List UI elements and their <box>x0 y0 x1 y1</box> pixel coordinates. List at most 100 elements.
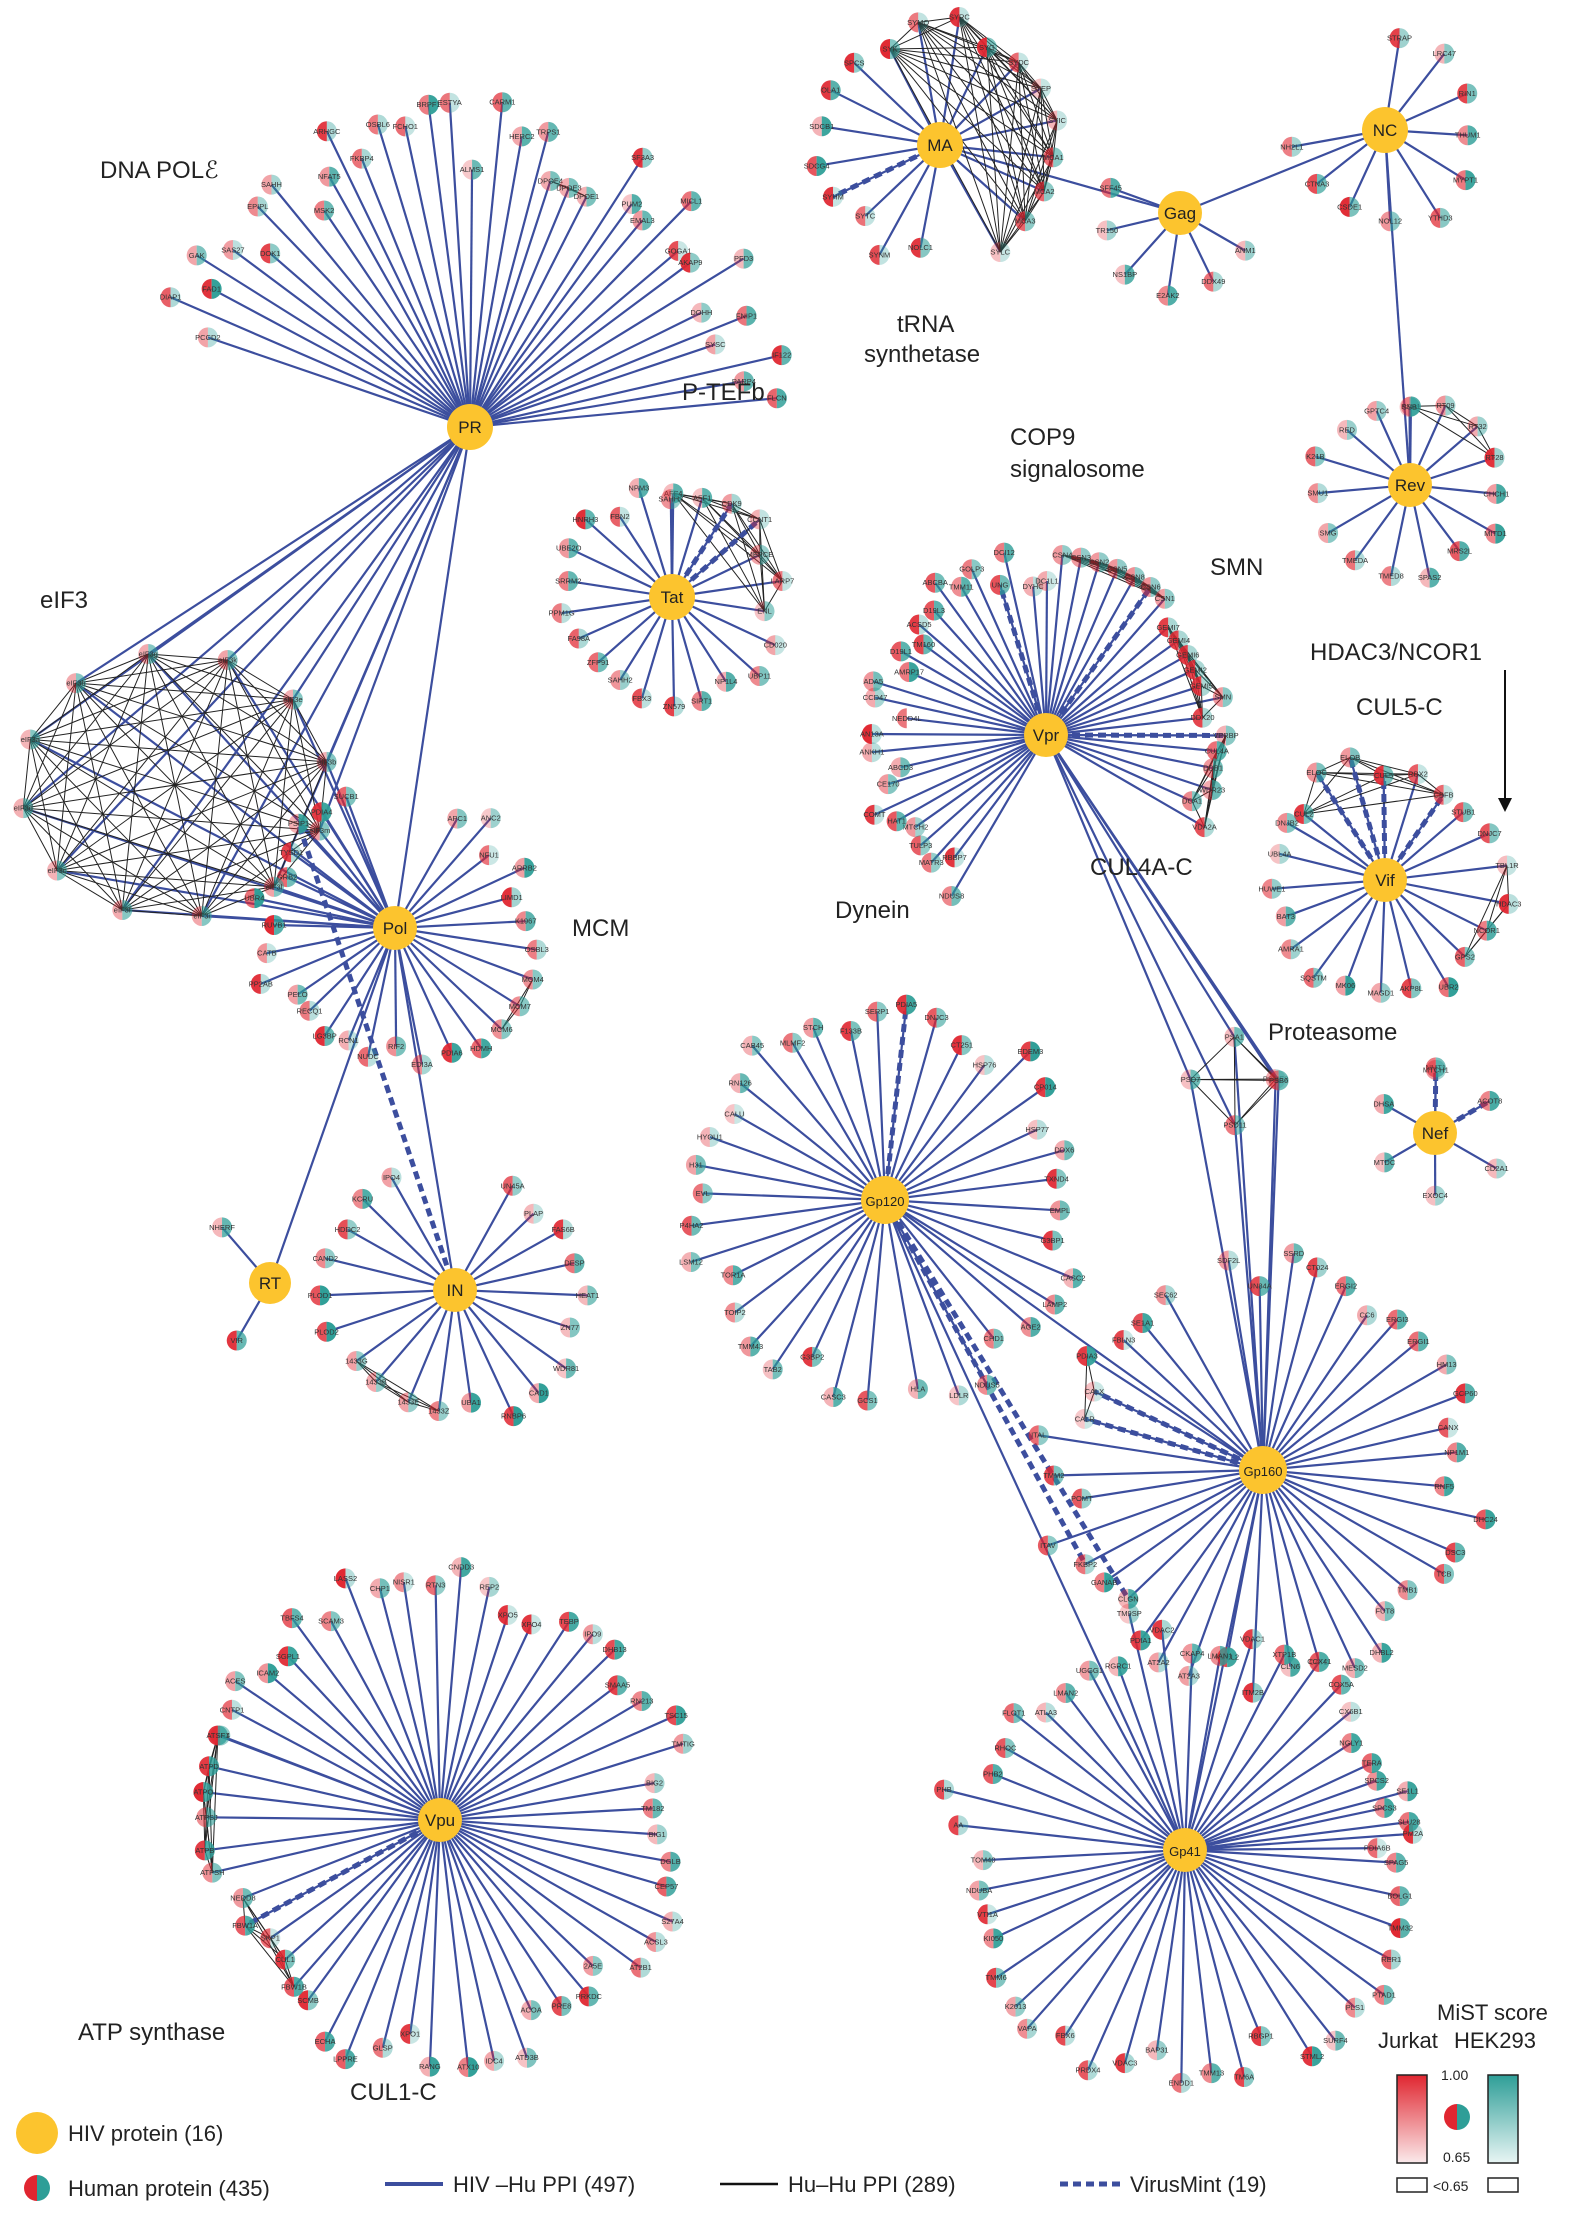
human-protein-label: XPO5 <box>498 1610 518 1619</box>
human-protein-label: RUVB1 <box>262 920 287 929</box>
human-protein-label: DDX20 <box>1190 713 1214 722</box>
human-protein-label: FUT8 <box>1375 1607 1394 1616</box>
human-protein-label: VDAC3 <box>1112 2059 1137 2068</box>
edge <box>1183 1849 1246 2078</box>
human-protein-label: KI050 <box>984 1934 1004 1943</box>
edge <box>1184 1661 1321 1851</box>
human-protein-label: HUWE1 <box>1258 884 1285 893</box>
edge <box>270 183 471 428</box>
edge <box>1084 1416 1264 1473</box>
edge <box>884 1199 995 1340</box>
human-protein-empl: EMPL <box>1050 1200 1070 1221</box>
edge <box>227 659 294 700</box>
human-protein-label: RANG <box>419 2062 441 2071</box>
human-protein-gcp60: GCP60 <box>1453 1383 1478 1404</box>
human-protein-label: TOR1A <box>721 1271 746 1280</box>
human-protein-ccnt1: CCNT1 <box>747 509 772 530</box>
hiv-node-rt: RT <box>249 1262 291 1304</box>
human-protein-mca3: MCA3 <box>1015 211 1036 232</box>
edge <box>1262 1451 1457 1472</box>
human-protein-label: UGGG1 <box>1076 1666 1103 1675</box>
human-protein-label: UBA1 <box>461 1398 481 1407</box>
human-protein-label: ANM1 <box>1235 246 1256 255</box>
human-protein-label: BIG1 <box>649 1830 666 1839</box>
edge <box>1045 639 1180 736</box>
human-protein-mcm4: MCM4 <box>522 969 544 990</box>
edge <box>1194 669 1224 698</box>
edge <box>890 46 987 50</box>
cluster-label-signalosome: signalosome <box>1010 456 1145 483</box>
edge <box>1044 734 1192 1080</box>
human-protein-mtdc: MTDC <box>1374 1152 1396 1173</box>
edge <box>1262 1469 1383 1654</box>
edge <box>75 653 149 684</box>
human-protein-label: POMT <box>1071 1494 1093 1503</box>
human-protein-label: 1433G <box>345 1357 368 1366</box>
edge <box>1045 734 1236 1038</box>
human-protein-psip1: PSIP1 <box>288 813 309 834</box>
human-protein-2a5e: 2A5E <box>582 1955 603 1976</box>
human-protein-label: EMPL <box>1050 1206 1070 1215</box>
human-protein-fbw1b: FBW1B <box>281 1976 307 1997</box>
human-protein-ital: ITAL <box>1028 1425 1049 1446</box>
edge <box>872 680 1047 737</box>
human-protein-fbn2: FBN2 <box>609 506 630 527</box>
hiv-node-nc: NC <box>1362 107 1408 153</box>
human-protein-ube2o: UBE2O <box>556 538 582 559</box>
human-protein-mlmf2: MLMF2 <box>780 1032 805 1053</box>
human-protein-fas6b: FAS6B <box>551 1219 575 1240</box>
edge <box>884 1198 1061 1212</box>
human-protein-vapa: VAPA <box>1017 2018 1038 2039</box>
human-protein-csn2: CSN2 <box>1089 552 1109 573</box>
edge <box>56 870 123 911</box>
edge <box>1045 685 1202 737</box>
human-protein-cntp1: CNTP1 <box>220 1699 244 1720</box>
edge <box>731 503 783 582</box>
edge <box>950 734 1047 897</box>
mist-jurkat-bar <box>1396 2074 1428 2164</box>
edge <box>1349 756 1444 796</box>
human-protein-dnjc7: DNJC7 <box>1478 823 1502 844</box>
edge <box>427 104 472 428</box>
human-protein-dpoe3: DPOE3 <box>556 177 582 198</box>
human-protein-label: PLOD2 <box>314 1327 339 1336</box>
hiv-hu-edges <box>22 16 1509 2083</box>
human-protein-age2: AGE2 <box>1021 1316 1041 1337</box>
hiv-node-label: Nef <box>1422 1124 1449 1143</box>
human-protein-eif3g: eIF3g <box>138 644 159 665</box>
human-protein-label: FNIP1 <box>736 311 757 320</box>
edge <box>325 1257 456 1292</box>
edge <box>439 1633 594 1821</box>
edge <box>428 1819 442 2067</box>
human-protein-idc4: IDC4 <box>484 2050 505 2071</box>
human-protein-label: TMEDA <box>1342 556 1368 565</box>
human-protein-label: CBFB <box>1434 790 1454 799</box>
human-protein-gemi5: GEMI5 <box>1190 676 1213 697</box>
human-protein-label: CANX <box>1438 1423 1459 1432</box>
edge <box>1018 62 1058 121</box>
human-protein-tm6a: TM6A <box>1234 2067 1254 2088</box>
human-protein-label: GEMI5 <box>1190 682 1213 691</box>
human-protein-label: ABCBA <box>922 578 947 587</box>
human-protein-label: LRC47 <box>1433 49 1456 58</box>
edge <box>344 1578 442 1821</box>
edge <box>884 1199 1032 1328</box>
hiv-node-vpu: Vpu <box>418 1798 462 1842</box>
human-protein-rif2: RIF2 <box>386 1036 407 1057</box>
human-protein-label: eIF3l <box>266 882 283 891</box>
human-protein-label: AN13A <box>860 730 884 739</box>
human-protein-ada5: ADA5 <box>863 671 884 692</box>
human-protein-tmm2: TMM2 <box>1043 1465 1064 1486</box>
human-protein-sahh3: SAHH3 <box>658 489 683 510</box>
edge <box>1064 1692 1186 1851</box>
human-protein-label: eIF3h <box>66 679 85 688</box>
human-protein-label: LG3BP <box>313 1032 337 1041</box>
cluster-label-cop9: COP9 <box>1010 424 1075 451</box>
human-protein-cx6b1: CX6B1 <box>1339 1701 1363 1722</box>
human-protein-nolc1: NOLC1 <box>908 237 933 258</box>
human-protein-label: CUL5 <box>1374 771 1393 780</box>
human-protein-atla3: ATLA3 <box>1035 1702 1057 1723</box>
edge <box>1043 585 1153 737</box>
human-protein-label: MCA1 <box>1043 153 1064 162</box>
human-protein-label: UBR4 <box>244 894 264 903</box>
